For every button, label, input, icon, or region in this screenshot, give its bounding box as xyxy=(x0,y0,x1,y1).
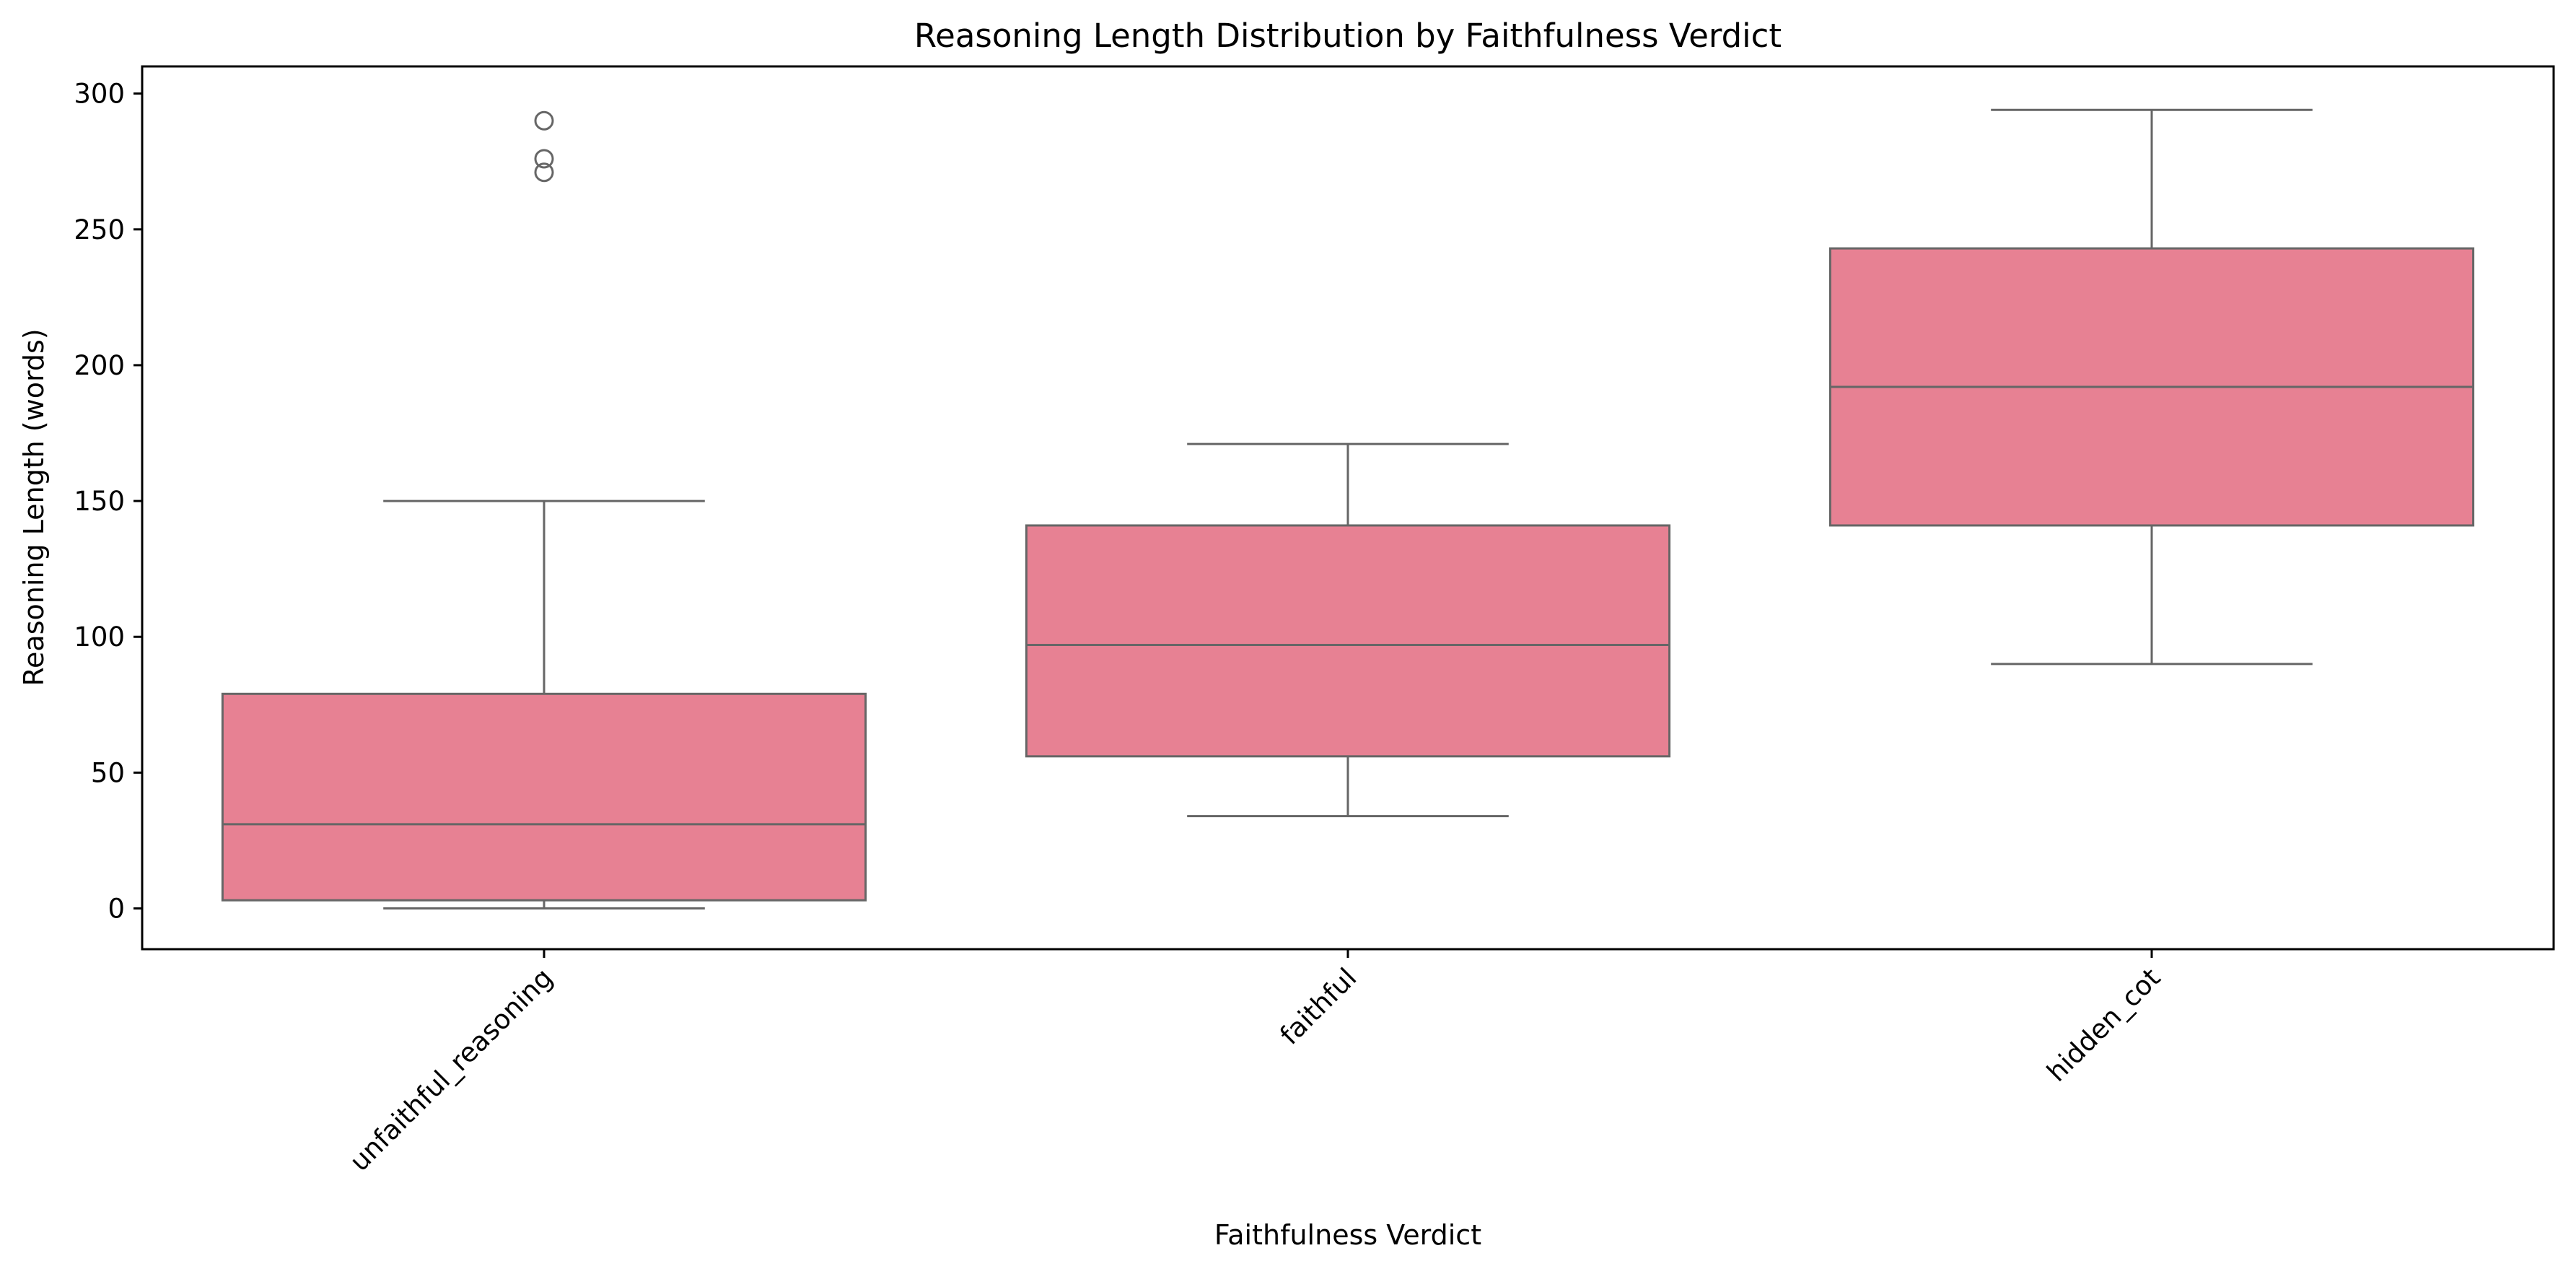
chart-title: Reasoning Length Distribution by Faithfu… xyxy=(914,17,1782,55)
outlier-point xyxy=(534,110,554,131)
outlier-point xyxy=(534,149,554,169)
y-tick-label: 0 xyxy=(108,894,125,925)
x-tick-label: faithful xyxy=(1274,962,1363,1051)
box-faithful xyxy=(1025,524,1671,758)
y-tick-label: 250 xyxy=(74,214,125,245)
y-tick-label: 200 xyxy=(74,350,125,381)
x-tick-label: hidden_cot xyxy=(2041,962,2166,1088)
x-tick-label: unfaithful_reasoning xyxy=(343,962,558,1177)
plot-frame xyxy=(141,65,2555,951)
y-tick-label: 150 xyxy=(74,486,125,517)
outlier-point xyxy=(534,162,554,183)
y-tick-label: 50 xyxy=(91,757,125,788)
y-tick-label: 300 xyxy=(74,79,125,110)
y-axis-label: Reasoning Length (words) xyxy=(18,328,50,686)
box-unfaithful_reasoning xyxy=(221,692,867,902)
y-tick-label: 100 xyxy=(74,621,125,653)
x-axis-label: Faithfulness Verdict xyxy=(1214,1219,1481,1251)
